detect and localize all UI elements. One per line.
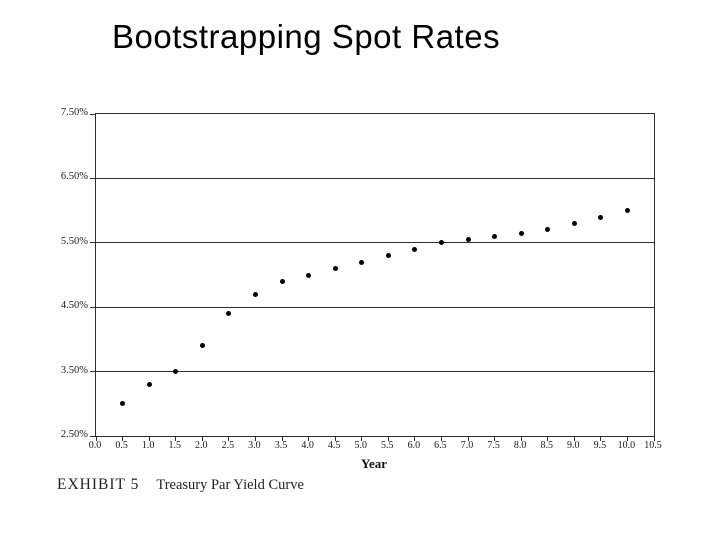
- data-point: [624, 208, 630, 214]
- y-axis-tick: [90, 177, 96, 179]
- data-point: [385, 253, 391, 259]
- x-axis-tick-label: 4.0: [301, 440, 314, 451]
- data-point: [306, 272, 312, 278]
- gridline: [96, 242, 654, 244]
- data-point: [120, 401, 126, 407]
- x-axis-tick: [254, 437, 256, 441]
- y-axis-tick-label: 7.50%: [60, 107, 88, 118]
- x-axis-tick: [547, 437, 549, 441]
- data-point: [146, 381, 152, 387]
- x-axis-title: Year: [361, 456, 387, 471]
- x-axis-tick-label: 10.0: [617, 440, 636, 451]
- data-point: [252, 291, 258, 297]
- data-point: [332, 266, 338, 272]
- y-axis-tick-labels: 2.50% 3.50% 4.50% 5.50% 6.50% 7.50%: [0, 107, 88, 440]
- data-point: [173, 369, 179, 375]
- y-axis-tick: [90, 113, 96, 115]
- data-point: [412, 246, 418, 252]
- exhibit-number: EXHIBIT 5: [57, 476, 140, 493]
- x-axis-tick-label: 0.5: [115, 440, 128, 451]
- y-axis-tick: [90, 371, 96, 373]
- y-axis-tick-label: 4.50%: [60, 300, 88, 312]
- x-axis-tick: [626, 437, 628, 441]
- x-axis-tick: [414, 437, 416, 441]
- gridline: [96, 371, 654, 373]
- x-axis-tick-label: 0.0: [88, 440, 102, 451]
- x-axis-tick-label: 7.0: [460, 440, 474, 451]
- x-axis-tick: [653, 437, 655, 441]
- x-axis-tick-label: 9.5: [593, 440, 607, 451]
- data-point: [279, 278, 285, 284]
- exhibit-caption: EXHIBIT 5 Treasury Par Yield Curve: [57, 476, 304, 494]
- data-point: [598, 214, 604, 220]
- x-axis-tick-label: 9.0: [567, 440, 580, 451]
- x-axis-tick-label: 1.0: [141, 440, 155, 451]
- x-axis-tick: [520, 437, 522, 441]
- x-axis-tick: [175, 437, 177, 441]
- x-axis-tick: [228, 437, 230, 441]
- data-point: [465, 237, 471, 243]
- y-axis-tick: [90, 306, 96, 308]
- y-axis-tick: [90, 435, 96, 437]
- x-axis-tick-label: 8.0: [513, 440, 527, 451]
- x-axis-tick: [201, 437, 203, 441]
- x-axis-tick: [600, 437, 602, 441]
- x-axis-tick-label: 4.5: [327, 440, 341, 451]
- data-point: [199, 343, 205, 349]
- x-axis-tick-label: 8.5: [540, 440, 553, 451]
- data-point: [359, 259, 365, 265]
- x-axis-tick: [308, 437, 310, 441]
- x-axis-tick: [148, 437, 150, 441]
- x-axis-tick-labels: 0.0 0.5 1.0 1.5 2.0 2.5 3.0 3.5 4.0 4.5 5.0 5.5 6.0 6…: [89, 440, 662, 452]
- x-axis-tick-label: 7.5: [487, 440, 500, 451]
- x-axis-tick-label: 2.0: [195, 440, 208, 451]
- x-axis-tick: [334, 437, 336, 441]
- x-axis-tick: [387, 437, 389, 441]
- slide-title: Bootstrapping Spot Rates: [112, 18, 501, 55]
- x-axis-tick: [440, 437, 442, 441]
- data-point: [571, 220, 577, 226]
- x-axis-tick-label: 6.5: [434, 440, 447, 451]
- x-axis-tick: [281, 437, 283, 441]
- x-axis-tick-label: 1.5: [168, 440, 181, 451]
- data-point: [545, 227, 551, 233]
- x-axis-tick-label: 2.5: [221, 440, 235, 451]
- x-axis-tick: [573, 437, 575, 441]
- x-axis-tick-label: 6.0: [407, 440, 421, 451]
- x-axis-tick-label: 5.5: [381, 440, 394, 451]
- y-axis-tick-label: 6.50%: [60, 171, 88, 183]
- data-point: [226, 311, 232, 317]
- x-axis-tick-label: 10.5: [644, 440, 662, 451]
- y-axis-tick: [90, 242, 96, 244]
- x-axis-tick: [494, 437, 496, 441]
- x-axis-tick-label: 3.5: [274, 440, 288, 451]
- x-axis-tick: [361, 437, 363, 441]
- x-axis-tick: [122, 437, 124, 441]
- gridline: [96, 177, 654, 179]
- x-axis-tick: [467, 437, 469, 441]
- x-axis-tick-label: 3.0: [248, 440, 261, 451]
- y-axis-tick-label: 2.50%: [60, 429, 88, 440]
- exhibit-title: Treasury Par Yield Curve: [156, 477, 304, 493]
- data-point: [518, 230, 524, 236]
- y-axis-tick-label: 3.50%: [60, 364, 88, 376]
- data-point: [438, 240, 444, 246]
- y-axis-tick-label: 5.50%: [60, 235, 88, 247]
- x-axis-tick: [95, 437, 97, 441]
- gridline: [96, 306, 654, 308]
- plot-area: [90, 113, 655, 441]
- x-axis-tick-label: 5.0: [354, 440, 367, 451]
- data-point: [492, 233, 498, 239]
